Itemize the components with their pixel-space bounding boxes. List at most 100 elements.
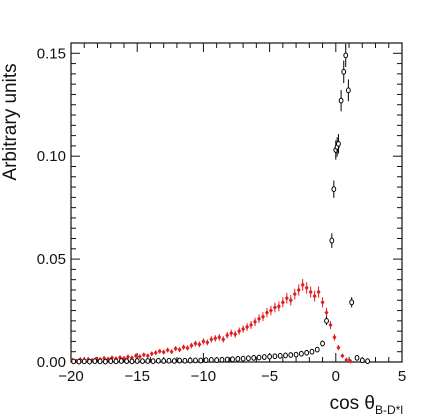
data-point xyxy=(221,336,226,342)
data-point xyxy=(329,237,335,244)
data-point xyxy=(277,352,283,359)
data-point xyxy=(293,351,299,358)
data-point xyxy=(304,349,310,356)
data-point xyxy=(166,357,172,364)
y-axis-title: Arbitrary units xyxy=(0,63,21,180)
data-point xyxy=(296,287,301,293)
data-point xyxy=(113,358,119,365)
data-point xyxy=(245,324,250,330)
x-tick-label: −15 xyxy=(124,368,149,385)
data-point xyxy=(90,357,95,363)
data-point xyxy=(365,358,370,365)
data-point xyxy=(214,357,220,364)
data-point xyxy=(240,355,246,362)
y-tick-label: 0.05 xyxy=(37,251,66,268)
data-point xyxy=(92,358,98,365)
data-point xyxy=(300,282,305,288)
data-series xyxy=(70,43,370,365)
data-point xyxy=(241,326,246,332)
x-axis-title: cos θB-D*l xyxy=(330,393,403,416)
axis-ticks: −20 −15 −10 −5 0 5 0.00 0.05 0.10 0.15 xyxy=(37,42,406,385)
data-point xyxy=(103,358,108,365)
data-point xyxy=(328,322,333,328)
data-point xyxy=(260,314,265,320)
data-point xyxy=(230,356,235,363)
data-point xyxy=(298,350,304,357)
data-point xyxy=(137,354,142,360)
x-tick-label: −10 xyxy=(191,368,216,385)
data-point xyxy=(134,358,140,364)
data-point xyxy=(177,347,182,353)
data-point xyxy=(205,339,210,346)
data-point xyxy=(349,299,355,306)
data-point xyxy=(181,344,186,350)
x-tick-label: −5 xyxy=(261,368,278,385)
data-point xyxy=(246,355,251,362)
data-point xyxy=(233,331,238,337)
x-tick-label: 5 xyxy=(398,368,406,385)
data-point xyxy=(324,317,329,324)
data-point xyxy=(229,330,234,336)
data-point xyxy=(165,347,170,353)
data-point xyxy=(76,358,82,365)
data-point xyxy=(253,319,258,325)
data-point xyxy=(312,293,317,299)
data-point xyxy=(288,297,293,303)
data-point xyxy=(324,310,329,316)
data-point xyxy=(157,348,162,354)
data-point xyxy=(308,289,313,295)
data-point xyxy=(182,357,188,364)
y-tick-label: 0.00 xyxy=(37,354,66,371)
data-point xyxy=(145,353,150,359)
data-point xyxy=(129,358,135,365)
data-point xyxy=(359,357,365,364)
data-point xyxy=(336,344,341,351)
x-axis-title-main: cos θ xyxy=(330,393,375,414)
data-point xyxy=(336,140,341,147)
data-point xyxy=(161,358,167,364)
data-point xyxy=(187,357,193,364)
data-point xyxy=(348,358,353,364)
data-point xyxy=(309,348,315,355)
x-axis-title-subscript: B-D*l xyxy=(375,403,403,416)
data-point xyxy=(201,338,206,345)
data-point xyxy=(150,358,156,365)
plot-frame xyxy=(70,42,403,363)
data-point xyxy=(177,357,182,364)
data-point xyxy=(193,340,198,347)
data-point xyxy=(189,342,194,349)
data-point xyxy=(344,357,349,363)
data-point xyxy=(343,52,349,59)
data-point xyxy=(283,352,288,359)
data-point xyxy=(87,358,92,365)
data-point xyxy=(213,335,218,341)
data-point xyxy=(320,299,325,305)
data-point xyxy=(118,358,124,364)
data-point xyxy=(125,354,130,360)
data-point xyxy=(209,336,214,342)
data-point xyxy=(141,352,146,358)
data-point xyxy=(235,356,241,362)
x-tick-label: 0 xyxy=(332,368,340,385)
data-point xyxy=(97,358,103,365)
data-point xyxy=(261,354,267,360)
data-point xyxy=(133,353,138,359)
data-point xyxy=(217,334,222,340)
data-point xyxy=(219,356,225,363)
data-point xyxy=(140,358,145,365)
data-point xyxy=(264,310,269,316)
data-point xyxy=(203,357,209,364)
series-2 xyxy=(71,43,370,365)
data-point xyxy=(320,340,325,347)
data-point xyxy=(108,358,114,365)
data-point xyxy=(161,349,166,355)
data-point xyxy=(224,356,230,363)
data-point xyxy=(341,68,347,75)
data-point xyxy=(155,357,161,364)
y-tick-label: 0.10 xyxy=(37,148,66,165)
data-point xyxy=(81,358,87,365)
data-point xyxy=(198,357,204,364)
data-point xyxy=(272,353,278,360)
data-point xyxy=(197,341,202,348)
